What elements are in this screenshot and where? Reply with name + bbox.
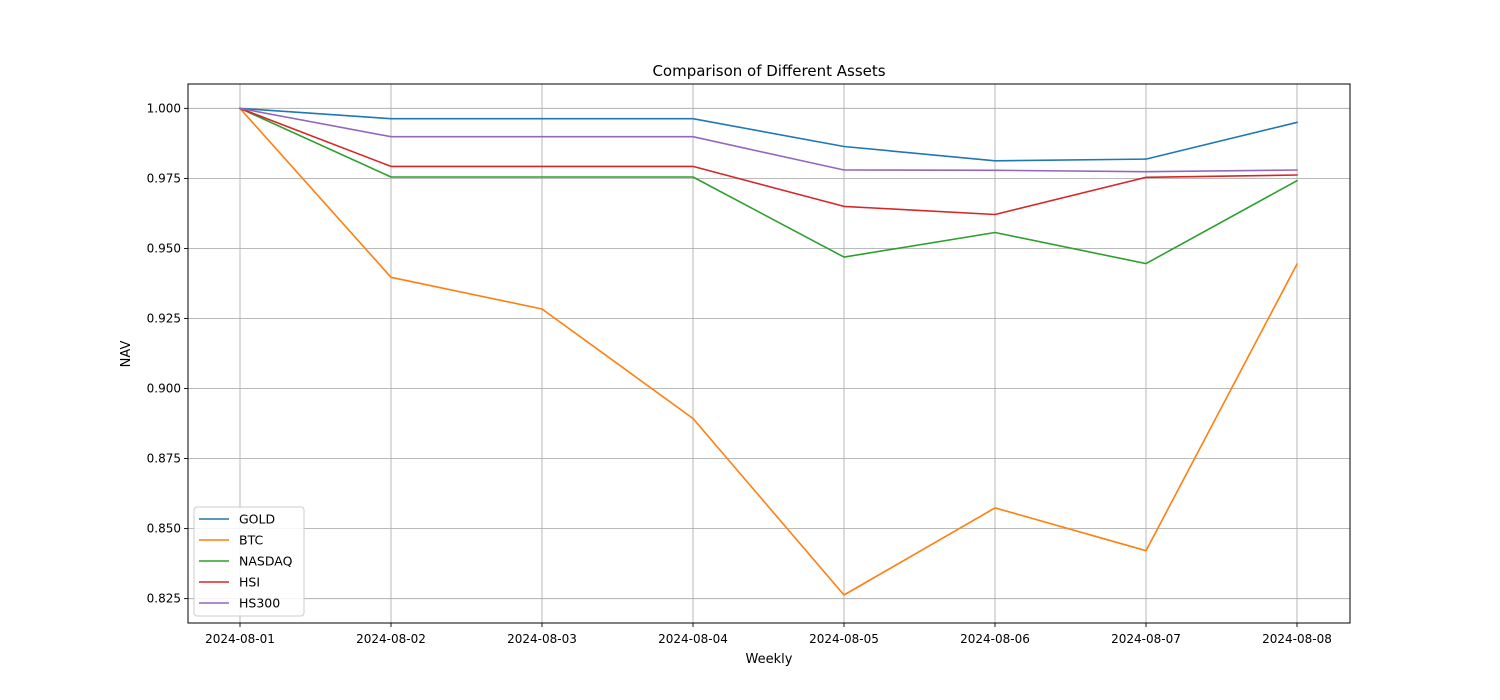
series-line-gold [239,107,1298,162]
y-tick-label: 0.950 [147,241,181,255]
legend-label-hs300: HS300 [239,596,280,611]
chart-title: Comparison of Different Assets [652,62,885,80]
y-tick-label: 0.850 [147,522,181,536]
series-line-hsi [238,107,1298,216]
legend-label-hsi: HSI [239,575,260,590]
legend-label-nasdaq: NASDAQ [239,554,293,569]
legend-label-btc: BTC [239,533,263,548]
x-axis-label: Weekly [746,652,793,667]
series-line-hs300 [239,107,1298,173]
y-axis-label: NAV [119,341,134,368]
x-tick-label: 2024-08-06 [960,632,1030,646]
series-line-btc [238,107,1299,596]
y-tick-label: 1.000 [147,101,181,115]
x-tick-label: 2024-08-07 [1111,632,1181,646]
legend: GOLD BTC NASDAQ HSI HS300 [193,506,305,617]
x-tick-label: 2024-08-04 [658,632,728,646]
x-tick-label: 2024-08-08 [1262,632,1332,646]
plot-area-frame [187,83,1351,624]
legend-label-gold: GOLD [239,512,275,527]
series-line-nasdaq [238,107,1299,265]
y-tick-label: 0.925 [147,311,181,325]
y-tick-label: 0.875 [147,452,181,466]
x-tick-label: 2024-08-02 [356,632,426,646]
y-axis-ticks: 0.825 0.850 0.875 0.900 0.925 0.950 0.975 1.000 [147,101,188,606]
series-lines [238,107,1299,596]
y-tick-label: 0.975 [147,171,181,185]
y-tick-label: 0.825 [147,592,181,606]
legend-box [193,506,305,617]
y-tick-label: 0.900 [147,382,181,396]
grid [188,84,1350,623]
x-tick-label: 2024-08-05 [809,632,879,646]
x-tick-label: 2024-08-01 [205,632,275,646]
x-axis-ticks: 2024-08-01 2024-08-02 2024-08-03 2024-08-04… [205,623,1332,646]
x-tick-label: 2024-08-03 [507,632,577,646]
